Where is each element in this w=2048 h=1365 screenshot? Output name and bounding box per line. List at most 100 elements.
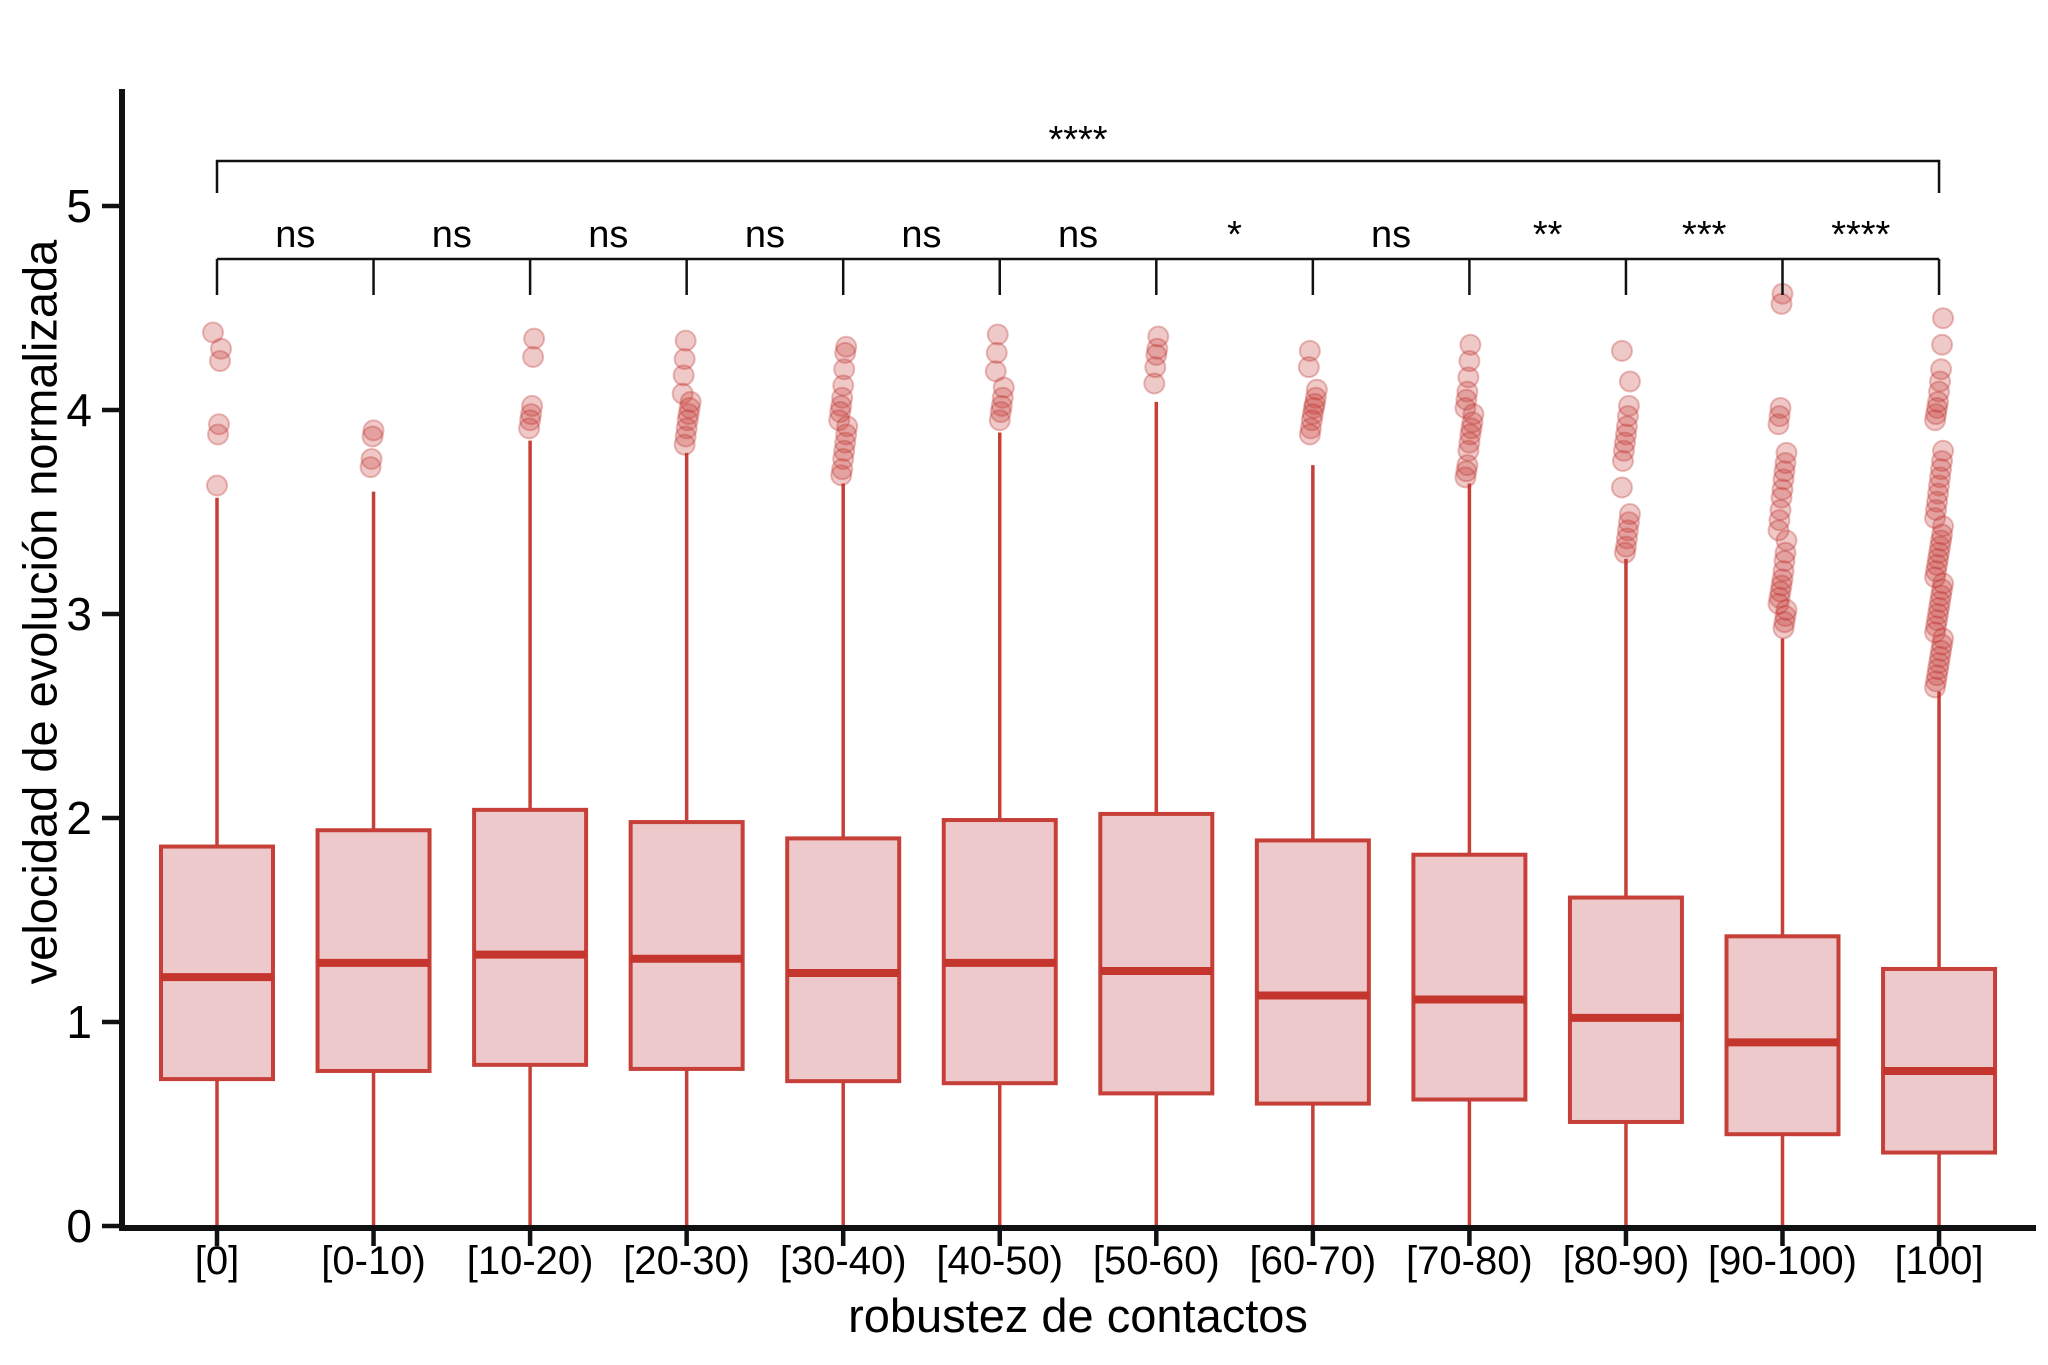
outlier-dot bbox=[1613, 431, 1636, 454]
outlier-dot bbox=[990, 394, 1013, 417]
outlier-dot bbox=[1772, 468, 1795, 491]
global-significance-bracket bbox=[215, 159, 1941, 193]
outlier-dot bbox=[833, 358, 856, 381]
outlier-dot bbox=[1302, 396, 1325, 419]
outlier-dot bbox=[522, 345, 545, 368]
outlier-dot bbox=[361, 425, 384, 448]
outlier-dot bbox=[1927, 390, 1950, 413]
outlier-dot bbox=[833, 439, 856, 462]
box bbox=[1567, 895, 1684, 1124]
outlier-dot bbox=[1929, 535, 1952, 558]
x-tick-label: [90-100) bbox=[1708, 1239, 1857, 1283]
outlier-dot bbox=[1455, 388, 1478, 411]
outlier-dot bbox=[1612, 439, 1635, 462]
outlier-dot bbox=[1300, 409, 1323, 432]
outlier-dot bbox=[1929, 466, 1952, 489]
outlier-dot bbox=[836, 415, 859, 438]
outlier-dot bbox=[1614, 423, 1637, 446]
outlier-dot bbox=[1304, 386, 1327, 409]
outlier-dot bbox=[1298, 423, 1321, 446]
outlier-dot bbox=[1931, 333, 1954, 356]
significance-label: * bbox=[1227, 214, 1242, 256]
y-tick-label: 3 bbox=[66, 588, 92, 640]
outlier-dot bbox=[1774, 541, 1797, 564]
outlier-dot bbox=[1461, 411, 1484, 434]
x-tick-label: [100] bbox=[1895, 1239, 1984, 1283]
outlier-dot bbox=[1147, 325, 1170, 348]
y-tick-label: 2 bbox=[66, 792, 92, 844]
outlier-dot bbox=[988, 409, 1011, 432]
outlier-dot bbox=[829, 401, 852, 424]
box bbox=[472, 807, 589, 1067]
outlier-dot bbox=[1926, 664, 1949, 687]
outlier-dot bbox=[1930, 584, 1953, 607]
outlier-dot bbox=[1924, 676, 1947, 699]
outlier-dot bbox=[1768, 586, 1791, 609]
outlier-dot bbox=[1771, 568, 1794, 591]
outlier-dot bbox=[1931, 578, 1954, 601]
box bbox=[315, 828, 432, 1073]
outlier-dot bbox=[1146, 337, 1169, 360]
outlier-dot bbox=[1925, 498, 1948, 521]
outlier-dot bbox=[828, 409, 851, 432]
outlier-dot bbox=[1771, 478, 1794, 501]
outlier-dot bbox=[831, 386, 854, 409]
y-axis-title: velocidad de evolución normalizada bbox=[13, 239, 67, 985]
outlier-dot bbox=[1932, 307, 1955, 330]
outlier-dot bbox=[1298, 339, 1321, 362]
outlier-dot bbox=[1145, 343, 1168, 366]
significance-label: *** bbox=[1682, 214, 1727, 256]
outlier-dot bbox=[1772, 560, 1795, 583]
outlier-dot bbox=[1769, 396, 1792, 419]
outlier-dot bbox=[1924, 621, 1947, 644]
box bbox=[941, 818, 1058, 1086]
x-tick-label: [70-80) bbox=[1406, 1239, 1533, 1283]
outlier-dot bbox=[1924, 566, 1947, 589]
outlier-dot bbox=[1927, 603, 1950, 625]
outlier-dot bbox=[1926, 609, 1949, 632]
outlier-dot bbox=[520, 403, 543, 426]
outlier-dot bbox=[207, 423, 229, 446]
outlier-dot bbox=[671, 382, 694, 405]
outlier-dot bbox=[1774, 605, 1797, 628]
outlier-dot bbox=[1932, 572, 1955, 595]
outlier-dot bbox=[675, 417, 698, 440]
outlier-dot bbox=[1610, 476, 1633, 499]
significance-label: ns bbox=[745, 214, 785, 256]
outlier-dot bbox=[1459, 333, 1482, 356]
outlier-dot bbox=[1927, 482, 1950, 505]
outlier-dot bbox=[1301, 403, 1324, 426]
outlier-dot bbox=[360, 447, 383, 470]
outlier-dot bbox=[1924, 507, 1947, 530]
outlier-dot bbox=[1928, 596, 1951, 619]
outlier-dot bbox=[1458, 431, 1481, 454]
outlier-dot bbox=[1930, 529, 1953, 552]
outlier-dot bbox=[830, 394, 853, 417]
x-tick-label: [0] bbox=[195, 1239, 239, 1283]
outlier-dot bbox=[1768, 405, 1791, 428]
outlier-dot bbox=[1767, 592, 1790, 615]
outlier-dot bbox=[1455, 460, 1478, 483]
box bbox=[628, 820, 745, 1071]
outlier-dot bbox=[1767, 519, 1790, 542]
outlier-dot bbox=[1774, 452, 1797, 475]
outlier-dot bbox=[1931, 450, 1954, 472]
outlier-dot bbox=[1775, 529, 1798, 552]
outlier-dot bbox=[672, 364, 695, 387]
x-tick-label: [40-50) bbox=[936, 1239, 1063, 1283]
significance-label: ns bbox=[588, 214, 628, 256]
outlier-dot bbox=[677, 403, 700, 426]
outlier-dot bbox=[1932, 627, 1955, 650]
outlier-dot bbox=[1927, 547, 1950, 570]
outlier-dot bbox=[1617, 394, 1640, 417]
significance-label: ns bbox=[1058, 214, 1098, 256]
outlier-dot bbox=[678, 396, 701, 419]
box bbox=[159, 844, 275, 1082]
outlier-dot bbox=[986, 323, 1009, 346]
x-axis-title: robustez de contactos bbox=[848, 1289, 1308, 1342]
outlier-dot bbox=[1769, 498, 1792, 521]
outlier-dot bbox=[1932, 515, 1955, 538]
outlier-dot bbox=[1459, 423, 1482, 446]
outlier-dot bbox=[674, 329, 697, 352]
